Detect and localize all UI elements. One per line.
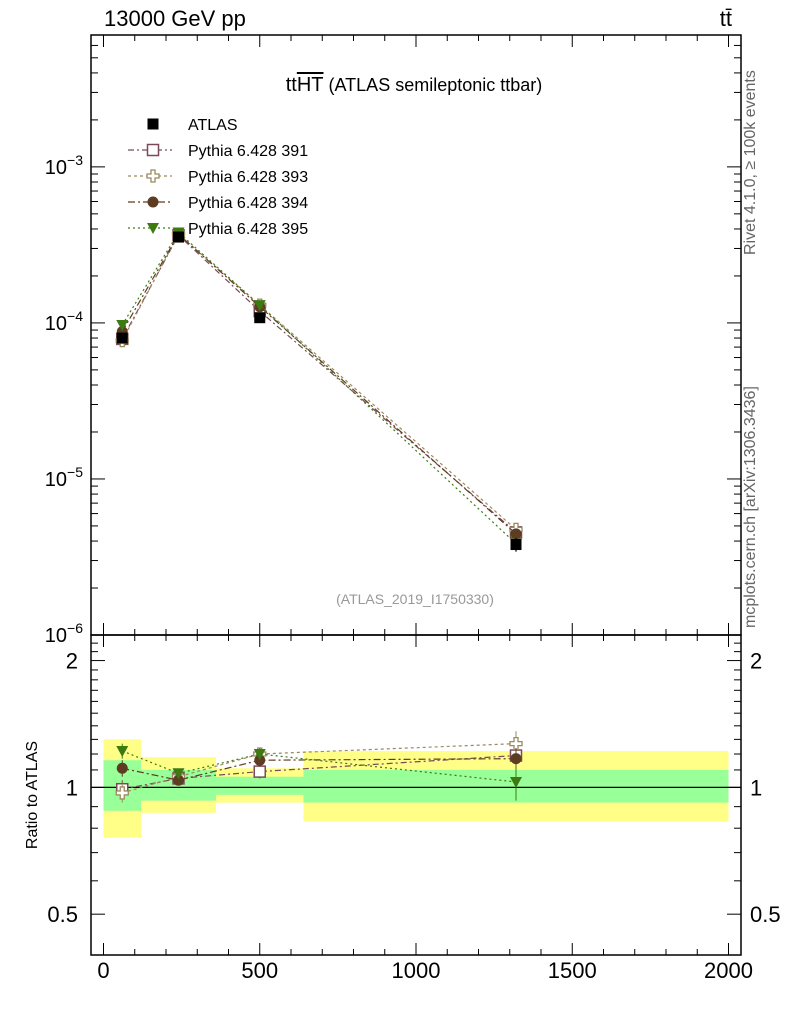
- band-inner-2: [216, 776, 304, 795]
- atlas-data-point: [116, 332, 128, 344]
- x-tick-label: 0: [97, 958, 109, 983]
- uncertainty-bands: [91, 739, 741, 838]
- ratio-y-tick-label: 1: [66, 775, 78, 800]
- ratio-y-tick-label: 2: [66, 649, 78, 674]
- atlas-data-point: [173, 231, 184, 243]
- atlas-data-point: [254, 312, 266, 324]
- y-tick-label: 10−3: [45, 152, 83, 179]
- series-marker: [510, 528, 522, 540]
- legend-label: Pythia 6.428 394: [188, 195, 308, 212]
- x-tick-label: 2000: [704, 958, 753, 983]
- legend-label: Pythia 6.428 395: [188, 221, 308, 238]
- legend-marker: [146, 143, 160, 157]
- ratio-series-line: [122, 754, 517, 790]
- ratio-marker: [510, 776, 522, 788]
- legend: ATLAS Pythia 6.428 391 Pythia 6.428 393 Pyt…: [128, 117, 308, 238]
- series-line: [121, 234, 517, 533]
- series-marker: [253, 300, 266, 312]
- ratio-series-line: [122, 750, 517, 783]
- y-tick-label: 10−4: [45, 308, 83, 335]
- legend-label: Pythia 6.428 391: [188, 143, 308, 160]
- ratio-y-tick-label-right: 0.5: [750, 902, 781, 927]
- ratio-series-line: [122, 743, 517, 794]
- ratio-marker: [115, 786, 129, 800]
- main-series-group: [115, 227, 523, 552]
- series-line: [121, 231, 517, 545]
- x-tick-label: 500: [241, 958, 278, 983]
- ratio-y-axis-label: Ratio to ATLAS: [24, 741, 41, 849]
- series-line: [121, 233, 517, 530]
- ratio-marker: [173, 774, 184, 786]
- series-line: [121, 233, 517, 535]
- plot-title: ttHT (ATLAS semileptonic ttbar): [286, 74, 543, 96]
- x-tick-label: 1000: [392, 958, 441, 983]
- y-tick-label: 10−6: [45, 620, 83, 647]
- x-tick-label: 1500: [548, 958, 597, 983]
- collision-label: 13000 GeV pp: [104, 6, 246, 31]
- legend-label: ATLAS: [188, 117, 238, 134]
- legend-marker: [147, 223, 159, 234]
- legend-marker: [146, 169, 160, 183]
- analysis-watermark: (ATLAS_2019_I1750330): [336, 591, 494, 607]
- ratio-y-tick-label-right: 1: [750, 775, 762, 800]
- ratio-marker: [253, 765, 266, 778]
- atlas-data-point: [510, 539, 522, 551]
- y-tick-label: 10−5: [45, 464, 83, 491]
- ratio-marker: [116, 762, 128, 774]
- legend-marker: [147, 118, 159, 130]
- ratio-marker: [253, 749, 266, 761]
- ratio-marker: [172, 768, 185, 780]
- axis-labels: 0 500 1000 1500 2000 10−6 10−5 10−4 10−3 0.5 0.5 1 1…: [45, 152, 781, 983]
- legend-label: Pythia 6.428 393: [188, 169, 308, 186]
- legend-marker: [147, 196, 159, 208]
- series-marker: [116, 319, 129, 331]
- ratio-marker: [116, 745, 129, 757]
- ratio-marker: [510, 753, 522, 765]
- ratio-y-tick-label-right: 2: [750, 649, 762, 674]
- ratio-y-tick-label: 0.5: [47, 902, 78, 927]
- process-label: tt̄: [719, 6, 732, 31]
- ratio-series-group: [115, 731, 523, 803]
- plot-frames: [90, 34, 742, 956]
- ratio-marker: [509, 736, 523, 751]
